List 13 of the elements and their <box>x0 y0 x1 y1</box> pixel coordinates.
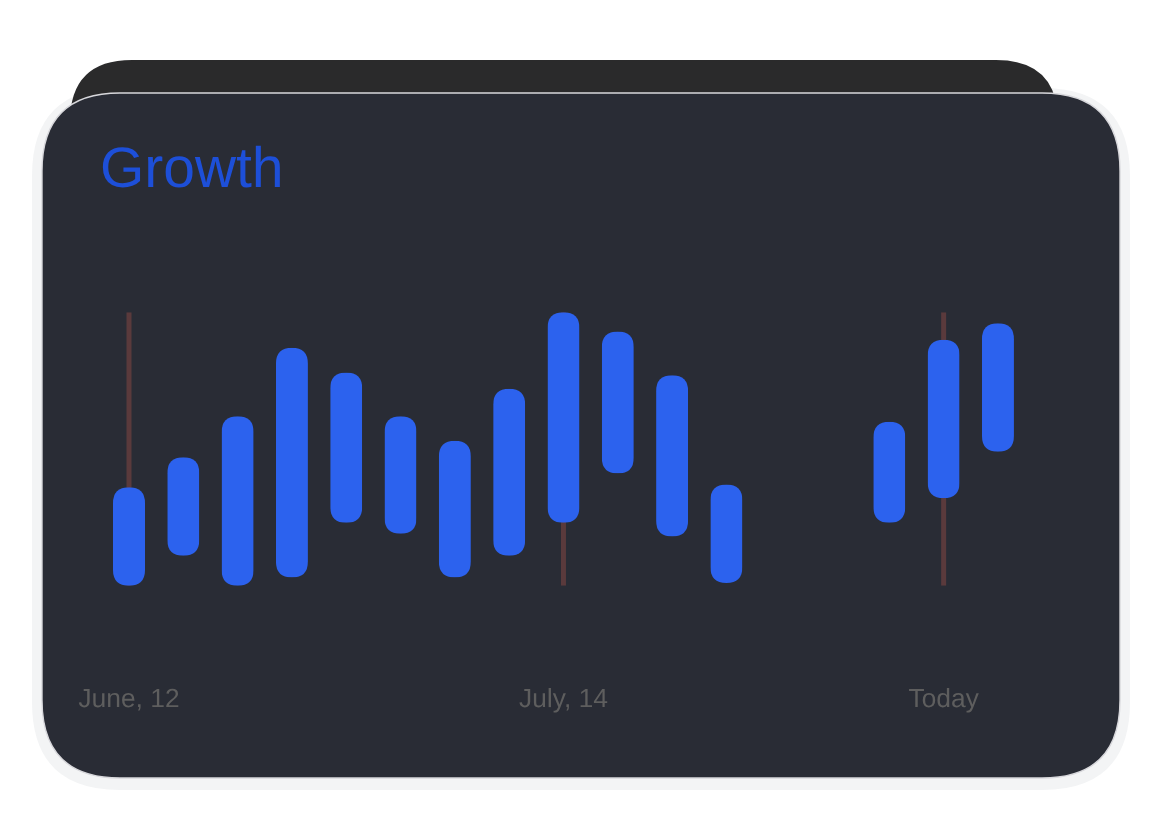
candlestick <box>221 416 254 586</box>
candlestick <box>330 372 363 523</box>
candlestick <box>493 388 526 556</box>
candlestick <box>275 347 308 578</box>
candlestick <box>710 484 743 583</box>
candlestick <box>384 416 417 534</box>
candlestick <box>601 331 634 474</box>
candlestick <box>981 323 1014 452</box>
candlestick <box>873 421 906 523</box>
candlestick <box>438 440 471 578</box>
candlestick <box>167 457 200 556</box>
chart-title: Growth <box>102 145 280 188</box>
candlestick <box>656 375 689 537</box>
